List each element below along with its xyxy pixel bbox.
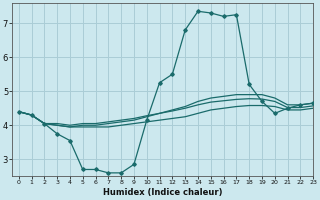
X-axis label: Humidex (Indice chaleur): Humidex (Indice chaleur)	[103, 188, 222, 197]
